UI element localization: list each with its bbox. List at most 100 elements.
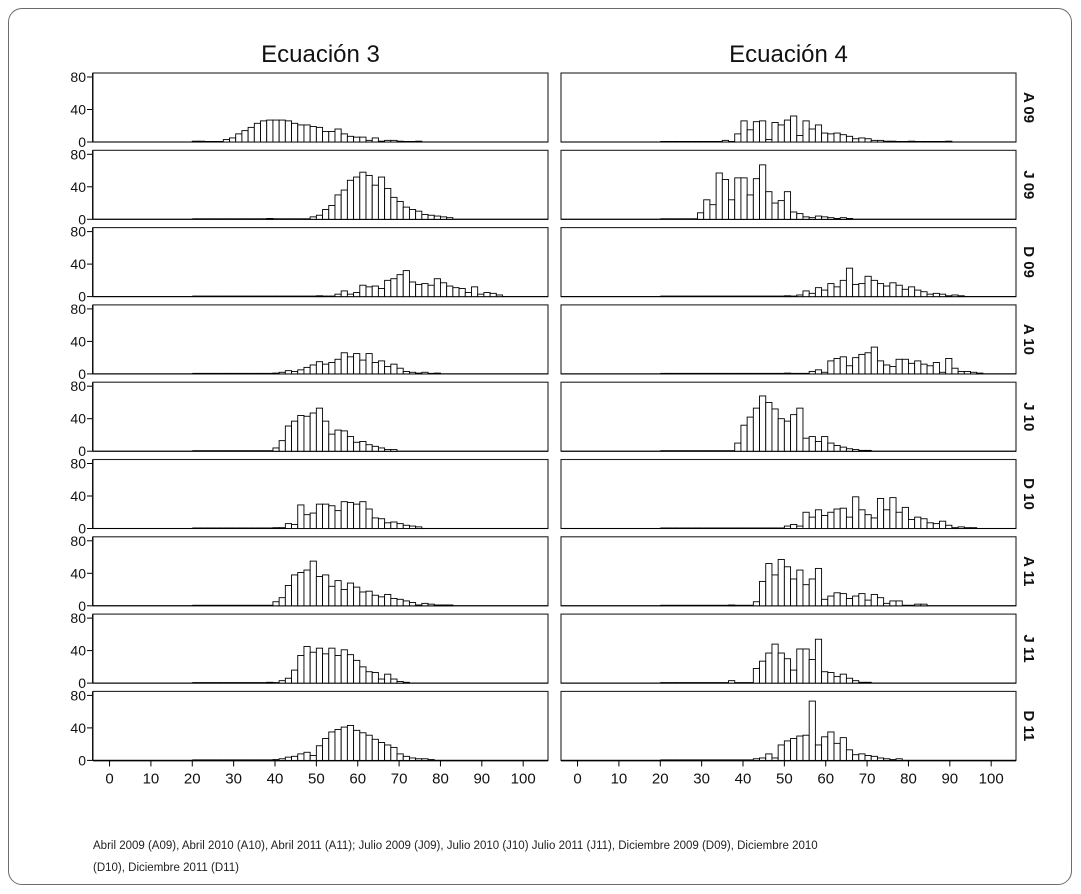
x-axis-ecuacion-4: 0 10 20 30 40 50 60 70 80 90 100	[561, 760, 1016, 787]
histogram-bar	[440, 604, 448, 607]
histogram-bar	[889, 497, 897, 529]
histogram-bar	[808, 217, 816, 220]
histogram-bar	[827, 442, 835, 452]
histogram-bar	[322, 653, 330, 684]
histogram-bar	[365, 508, 373, 529]
histogram-bar	[790, 669, 798, 684]
histogram-bar	[396, 274, 404, 298]
y-axis-a-11: 0 40 80	[70, 533, 93, 614]
histogram-bar	[771, 122, 779, 143]
histogram-bar	[827, 217, 835, 220]
histogram-bar	[845, 749, 854, 761]
histogram-bar	[315, 295, 324, 298]
histogram-bar	[833, 445, 841, 452]
histogram-bar	[365, 590, 373, 607]
histogram-bar	[402, 206, 410, 220]
histogram-bar	[396, 598, 404, 607]
histogram-bar	[427, 759, 435, 761]
x-tick-label: 30	[693, 770, 710, 787]
x-tick-label: 50	[776, 770, 793, 787]
histogram-bar	[315, 361, 324, 375]
histogram-bar	[433, 604, 441, 607]
y-tick-label: 0	[78, 598, 86, 614]
histogram-bar	[303, 415, 311, 452]
panel-ecuacion-3-d-09	[92, 227, 549, 298]
histogram-bar	[914, 360, 922, 375]
y-axis-a-10: 0 40 80	[70, 301, 93, 382]
histogram-bar	[752, 407, 760, 452]
histogram-bar	[421, 371, 429, 375]
histogram-bar	[802, 511, 810, 529]
histogram-bar	[914, 516, 922, 529]
histogram-bar	[963, 527, 971, 529]
histogram-bar	[253, 122, 261, 143]
histogram-bar	[427, 603, 435, 607]
histogram-bar	[272, 527, 280, 529]
histogram-bar	[340, 649, 348, 684]
histogram-bar	[759, 164, 767, 220]
histogram-bar	[353, 292, 361, 298]
histogram-bar	[371, 362, 379, 375]
y-tick-label: 0	[78, 521, 86, 537]
y-tick-label: 80	[70, 301, 86, 317]
panel-ecuacion-4-d-11	[560, 690, 1017, 761]
histogram-bar	[752, 668, 760, 684]
histogram-bar	[408, 525, 417, 529]
histogram-bar	[384, 139, 392, 143]
histogram-bar	[322, 363, 330, 375]
histogram-bar	[777, 124, 785, 143]
histogram-bar	[790, 738, 798, 761]
histogram-bar	[951, 527, 959, 529]
y-axis-d-09: 0 40 80	[70, 224, 93, 305]
histogram-bar	[371, 738, 379, 761]
histogram-bar	[845, 135, 854, 143]
histogram-bar	[334, 429, 342, 452]
histogram-bar	[870, 593, 878, 607]
x-tick-label: 90	[473, 770, 490, 787]
histogram-bar	[297, 753, 305, 761]
y-tick-label: 80	[70, 533, 86, 549]
histogram-bar	[852, 754, 860, 761]
histogram-bar	[446, 604, 454, 607]
histogram-bar	[845, 448, 854, 452]
histogram-bar	[359, 284, 367, 298]
histogram-bar	[833, 676, 841, 684]
histogram-bar	[945, 358, 953, 375]
histogram-bar	[353, 659, 361, 684]
histogram-bar	[309, 560, 317, 607]
row-label-a-11: A 11	[1020, 556, 1037, 586]
histogram-bar	[852, 595, 860, 607]
histogram-bar	[303, 751, 311, 761]
histogram-bar	[322, 420, 330, 452]
histogram-bar	[845, 365, 854, 375]
histogram-bar	[421, 213, 429, 220]
histogram-bar	[291, 371, 299, 375]
histogram-bar	[303, 569, 311, 607]
histogram-bar	[945, 295, 953, 298]
histogram-bar	[328, 205, 336, 220]
panel-ecuacion-3-j-09	[92, 149, 549, 220]
histogram-bar	[291, 523, 299, 529]
histogram-bar	[384, 593, 392, 607]
histogram-bar	[901, 506, 909, 529]
histogram-bar	[777, 200, 785, 220]
histogram-bar	[783, 740, 792, 761]
histogram-bar	[833, 592, 841, 607]
histogram-bar	[703, 199, 711, 220]
histogram-bar	[765, 191, 773, 220]
histogram-bar	[814, 744, 823, 761]
y-axis-j-10: 0 40 80	[70, 378, 93, 459]
histogram-bar	[808, 516, 816, 529]
row-label-a-10: A 10	[1020, 324, 1037, 355]
histogram-bar	[390, 678, 398, 684]
histogram-bar	[421, 283, 429, 298]
histogram-bar	[377, 678, 386, 684]
panel-frame	[560, 227, 1017, 298]
histogram-bar	[315, 745, 324, 761]
histogram-bar	[883, 364, 891, 375]
histogram-bar	[235, 133, 243, 143]
y-tick-label: 0	[78, 211, 86, 227]
histogram-bar	[752, 178, 760, 220]
histogram-bar	[845, 677, 854, 684]
histogram-bar	[334, 358, 342, 375]
